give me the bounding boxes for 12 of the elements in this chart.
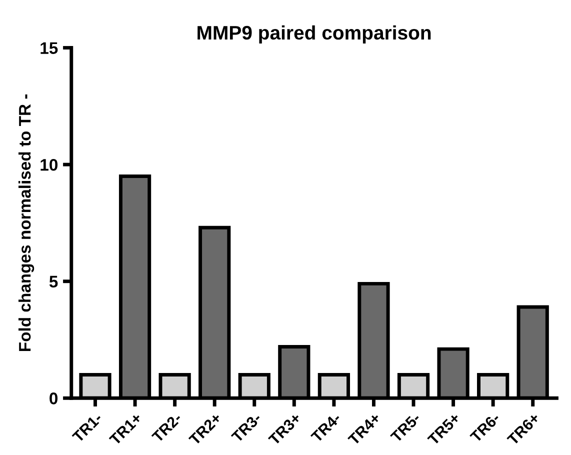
- x-tick-label: TR1-: [72, 412, 103, 444]
- x-tick-label: TR2-: [151, 412, 182, 444]
- y-axis-title: Fold changes normalised to TR -: [18, 94, 34, 352]
- x-tick-label: TR6-: [469, 412, 501, 444]
- x-tick-label: TR3-: [230, 412, 262, 444]
- y-tick-label: 10: [40, 158, 58, 171]
- y-tick-label: 5: [49, 276, 58, 288]
- y-tick-label: 0: [50, 392, 58, 404]
- y-tick-label: 15: [40, 42, 58, 54]
- x-tick-label: TR5-: [390, 412, 422, 444]
- chart-title: MMP9 paired comparison: [198, 25, 431, 44]
- x-tick-label: TR4-: [310, 412, 342, 444]
